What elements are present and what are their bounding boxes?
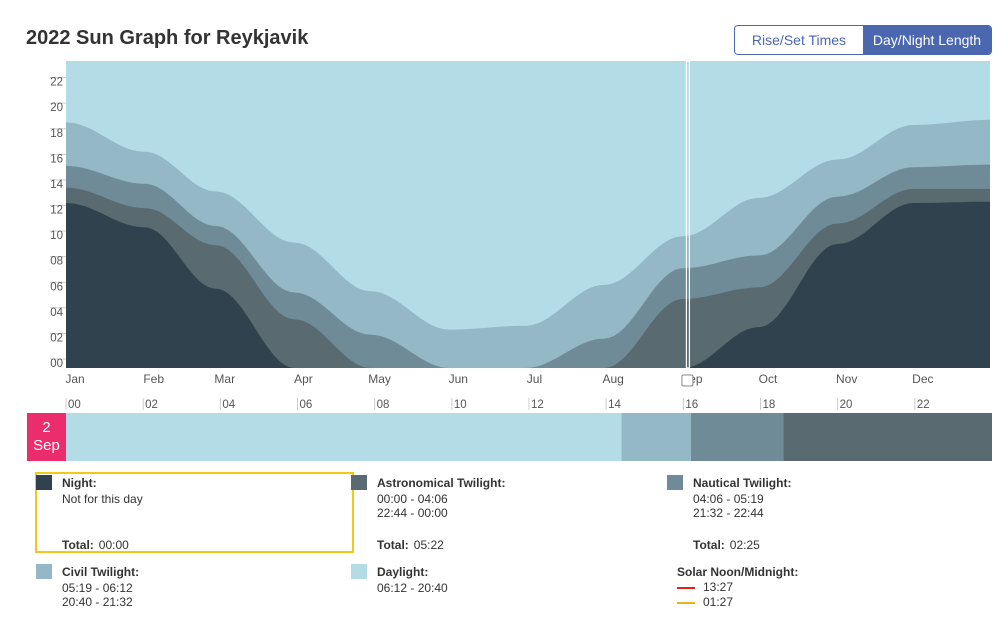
civil-twilight-swatch [36, 564, 52, 579]
y-tick-label: 12 [50, 205, 63, 217]
astronomical-twilight-morning: 00:00 - 04:06 [377, 492, 448, 506]
hour-tick-label: 18 [763, 399, 776, 411]
y-tick-label: 08 [50, 256, 63, 268]
hour-tick-label: 16 [685, 399, 698, 411]
x-tick-label: Feb [143, 372, 164, 386]
night-label: Night: [62, 476, 97, 490]
astronomical-twilight-label: Astronomical Twilight: [377, 476, 506, 490]
night-total-value: 00:00 [98, 538, 129, 552]
daylight-times: 06:12 - 20:40 [377, 581, 448, 595]
night-total: Total: 00:00 [62, 538, 129, 552]
x-tick-label: Jun [449, 372, 468, 386]
sun-graph-chart[interactable]: 00 02 04 06 08 10 12 14 16 18 20 22 Jan Feb Mar Apr May J… [0, 55, 1000, 395]
civil-twilight-evening: 20:40 - 21:32 [62, 595, 133, 609]
civil-segment [621, 413, 692, 461]
x-tick-label: Mar [214, 372, 235, 386]
night-swatch [36, 475, 52, 490]
legend-daylight[interactable]: Daylight: 06:12 - 20:40 [351, 562, 651, 612]
hour-tick-label: 08 [377, 399, 390, 411]
y-tick-label: 16 [50, 153, 63, 165]
x-tick-label: Dec [912, 372, 933, 386]
selected-date-day: 2 [42, 419, 51, 436]
nautical-twilight-evening: 21:32 - 22:44 [693, 506, 764, 520]
nautical-twilight-label: Nautical Twilight: [693, 476, 792, 490]
nautical-total-label: Total: [693, 538, 725, 552]
hour-tick-label: 22 [917, 399, 930, 411]
hour-tick-label: 14 [608, 399, 621, 411]
x-tick-label: Oct [759, 372, 778, 386]
rise-set-times-button[interactable]: Rise/Set Times [735, 26, 863, 54]
y-tick-label: 04 [50, 307, 63, 319]
night-total-label: Total: [62, 538, 94, 552]
solar-midnight-line-icon [677, 602, 695, 604]
selected-date-badge: 2 Sep [27, 413, 66, 461]
daylight-segment [66, 413, 623, 461]
nautical-total-value: 02:25 [729, 538, 760, 552]
nautical-segment [691, 413, 785, 461]
nautical-twilight-morning: 04:06 - 05:19 [693, 492, 764, 506]
legend-astronomical-twilight[interactable]: Astronomical Twilight: 00:00 - 04:06 22:… [351, 473, 651, 553]
page-title: 2022 Sun Graph for Reykjavik [26, 27, 309, 49]
astronomical-twilight-evening: 22:44 - 00:00 [377, 506, 448, 520]
solar-noon-midnight-label: Solar Noon/Midnight: [677, 565, 799, 579]
legend-night[interactable]: Night: Not for this day Total: 00:00 [36, 473, 336, 553]
x-tick-label: Jul [527, 372, 542, 386]
solar-noon-line-icon [677, 587, 695, 589]
x-tick-label: Nov [836, 372, 857, 386]
hour-tick-label: 20 [840, 399, 853, 411]
civil-twilight-morning: 05:19 - 06:12 [62, 581, 133, 595]
astronomical-twilight-area [66, 187, 990, 368]
y-tick-label: 18 [50, 128, 63, 140]
legend-nautical-twilight[interactable]: Nautical Twilight: 04:06 - 05:19 21:32 -… [667, 473, 967, 553]
astronomical-twilight-total: Total: 05:22 [377, 538, 444, 552]
x-tick-label: Jan [65, 372, 84, 386]
hour-tick-label: 02 [145, 399, 158, 411]
y-tick-label: 02 [50, 332, 63, 344]
legend-solar-noon-midnight[interactable]: Solar Noon/Midnight: 13:27 01:27 [677, 562, 977, 612]
hour-tick-label: 04 [222, 399, 235, 411]
night-area [66, 201, 990, 368]
y-tick-label: 22 [50, 77, 63, 89]
hour-tick-label: 06 [300, 399, 313, 411]
astronomical-segment [783, 413, 992, 461]
view-toggle: Rise/Set Times Day/Night Length [734, 25, 992, 55]
x-tick-label: Apr [294, 372, 313, 386]
y-tick-label: 06 [50, 281, 63, 293]
solar-noon-time: 13:27 [703, 580, 734, 594]
daylight-swatch [351, 564, 367, 579]
day-timeline-bar[interactable] [66, 413, 992, 461]
y-tick-label: 10 [50, 230, 63, 242]
nautical-twilight-total: Total: 02:25 [693, 538, 760, 552]
x-tick-label: Aug [602, 372, 623, 386]
day-night-length-button[interactable]: Day/Night Length [863, 26, 991, 54]
legend-civil-twilight[interactable]: Civil Twilight: 05:19 - 06:12 20:40 - 21… [36, 562, 336, 612]
solar-midnight-time: 01:27 [703, 595, 734, 609]
selected-day-marker [685, 60, 691, 369]
hour-tick-label: 10 [454, 399, 467, 411]
civil-twilight-label: Civil Twilight: [62, 565, 140, 579]
y-tick-label: 00 [50, 358, 63, 370]
nautical-twilight-swatch [667, 475, 683, 490]
selected-date-month: Sep [33, 437, 60, 454]
y-tick-label: 20 [50, 102, 63, 114]
hour-tick-label: 12 [531, 399, 544, 411]
daylight-label: Daylight: [377, 565, 429, 579]
astronomical-total-label: Total: [377, 538, 409, 552]
astronomical-twilight-swatch [351, 475, 367, 490]
selected-day-handle [681, 374, 694, 387]
astronomical-total-value: 05:22 [413, 538, 444, 552]
hour-axis: 00 02 04 06 08 10 12 14 16 18 20 22 [65, 398, 930, 411]
y-tick-label: 14 [50, 179, 63, 191]
x-tick-label: May [368, 372, 391, 386]
selected-legend-highlight [35, 472, 354, 553]
night-times: Not for this day [62, 492, 143, 506]
hour-tick-label: 00 [68, 399, 81, 411]
